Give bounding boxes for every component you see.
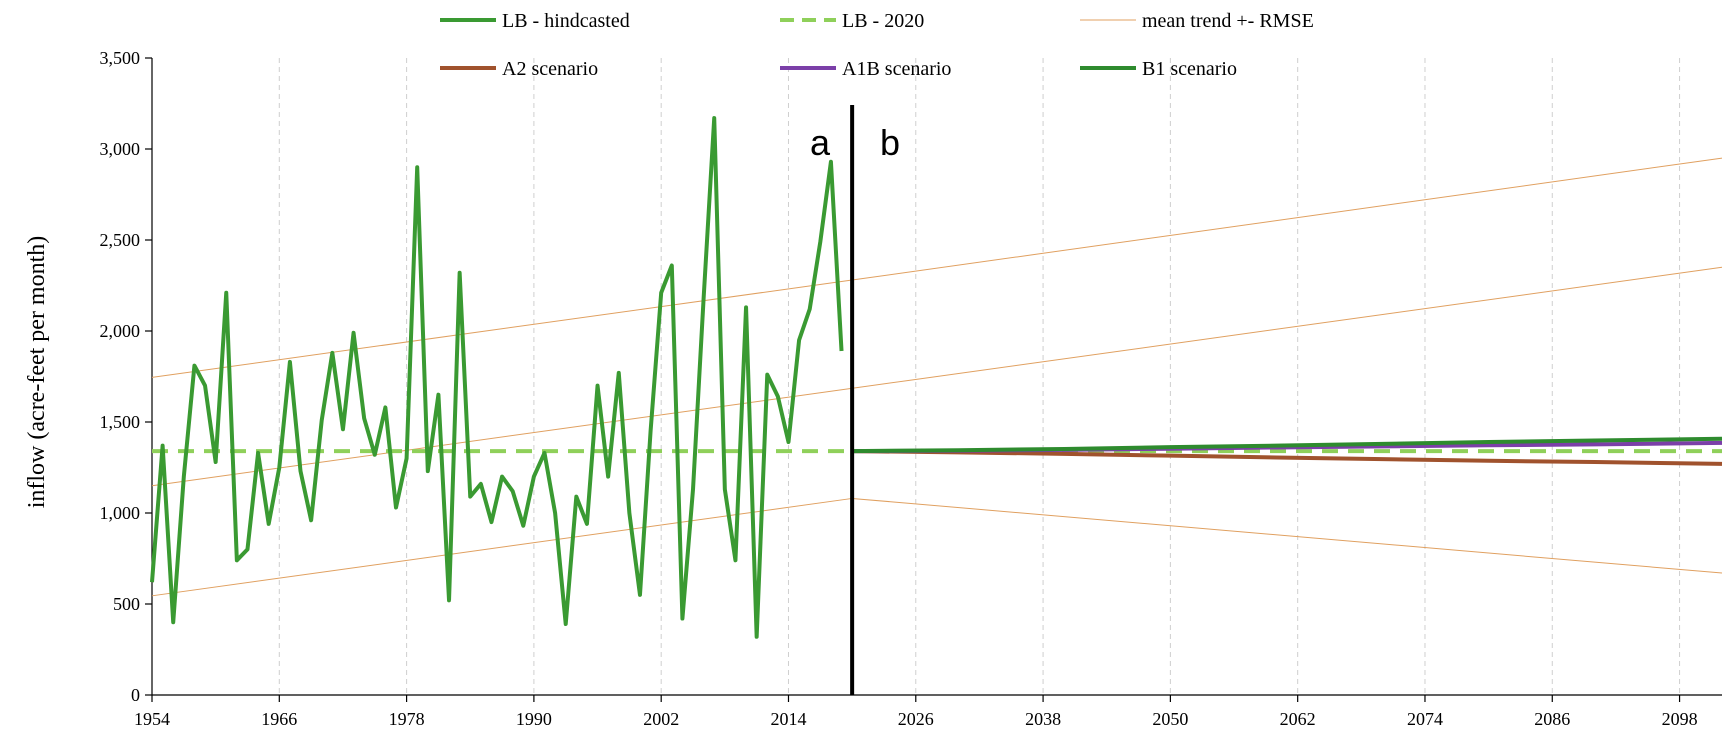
x-tick-label: 1954 <box>134 709 170 729</box>
y-tick-label: 0 <box>131 685 140 705</box>
x-tick-label: 2014 <box>770 709 806 729</box>
x-tick-label: 1990 <box>516 709 552 729</box>
x-tick-label: 2002 <box>643 709 679 729</box>
series-line-9 <box>852 436 1723 454</box>
vertical-grid <box>278 58 1681 695</box>
y-tick-label: 500 <box>113 594 140 614</box>
series-line-0 <box>150 116 844 639</box>
series-line-4 <box>151 497 853 597</box>
x-tick-label: 2074 <box>1407 709 1443 729</box>
axes <box>151 58 1722 696</box>
legend-label: B1 scenario <box>1142 58 1237 80</box>
series-lines <box>150 116 1723 639</box>
panel-label-b: b <box>880 122 900 163</box>
y-tick-label: 3,500 <box>100 48 141 68</box>
series-line-2 <box>151 279 853 378</box>
x-tick-label: 2086 <box>1534 709 1570 729</box>
legend-label: mean trend +- RMSE <box>1142 10 1314 32</box>
series-line-5 <box>852 157 1723 281</box>
y-axis-label: inflow (acre-feet per month) <box>24 236 50 509</box>
y-tick-label: 2,500 <box>100 230 141 250</box>
x-tick-label: 2026 <box>898 709 934 729</box>
x-axis-ticks: 1954 1966 1978 1990 2002 2014 2026 2038 2050 2062… <box>134 695 1698 729</box>
y-axis-ticks: 0 500 1,000 1,500 2,000 2,500 3,000 3,500 <box>100 48 152 705</box>
x-tick-label: 2098 <box>1662 709 1698 729</box>
legend-label: A2 scenario <box>502 58 598 80</box>
y-tick-label: 1,500 <box>100 412 141 432</box>
series-line-6 <box>852 497 1723 574</box>
legend-label: LB - 2020 <box>842 10 924 32</box>
y-tick-label: 1,000 <box>100 503 141 523</box>
x-tick-label: 2062 <box>1280 709 1316 729</box>
x-tick-label: 2050 <box>1152 709 1188 729</box>
series-line-7 <box>852 449 1723 466</box>
x-tick-label: 1978 <box>389 709 425 729</box>
y-tick-label: 3,000 <box>100 139 141 159</box>
y-tick-label: 2,000 <box>100 321 141 341</box>
x-tick-label: 2038 <box>1025 709 1061 729</box>
legend-label: LB - hindcasted <box>502 10 630 32</box>
panel-label-a: a <box>810 122 831 163</box>
legend-label: A1B scenario <box>842 58 951 80</box>
x-tick-label: 1966 <box>261 709 297 729</box>
legend: LB - hindcasted LB - 2020 mean trend +- RM… <box>440 10 1314 80</box>
